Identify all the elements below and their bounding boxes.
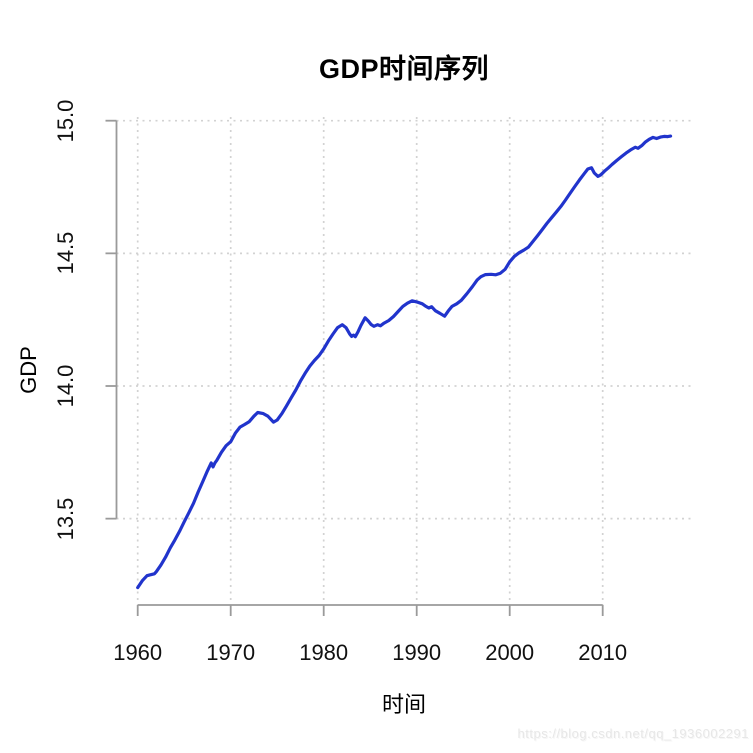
x-tick-label: 1990 — [392, 640, 442, 665]
x-axis-title: 时间 — [381, 692, 426, 717]
watermark-url: https://blog.csdn.net/qq_1936002291 — [517, 726, 749, 741]
gdp-series-line — [136, 134, 673, 590]
x-tick-label: 2010 — [578, 640, 628, 665]
gridlines — [116, 117, 692, 605]
x-tick-label: 1970 — [206, 640, 256, 665]
x-tick-label: 2000 — [485, 640, 535, 665]
chart-title: GDP时间序列 — [318, 54, 489, 84]
gdp-line — [136, 134, 673, 590]
x-tick-label: 1960 — [113, 640, 163, 665]
axes — [105, 119, 604, 616]
x-tick-label: 1980 — [299, 640, 349, 665]
